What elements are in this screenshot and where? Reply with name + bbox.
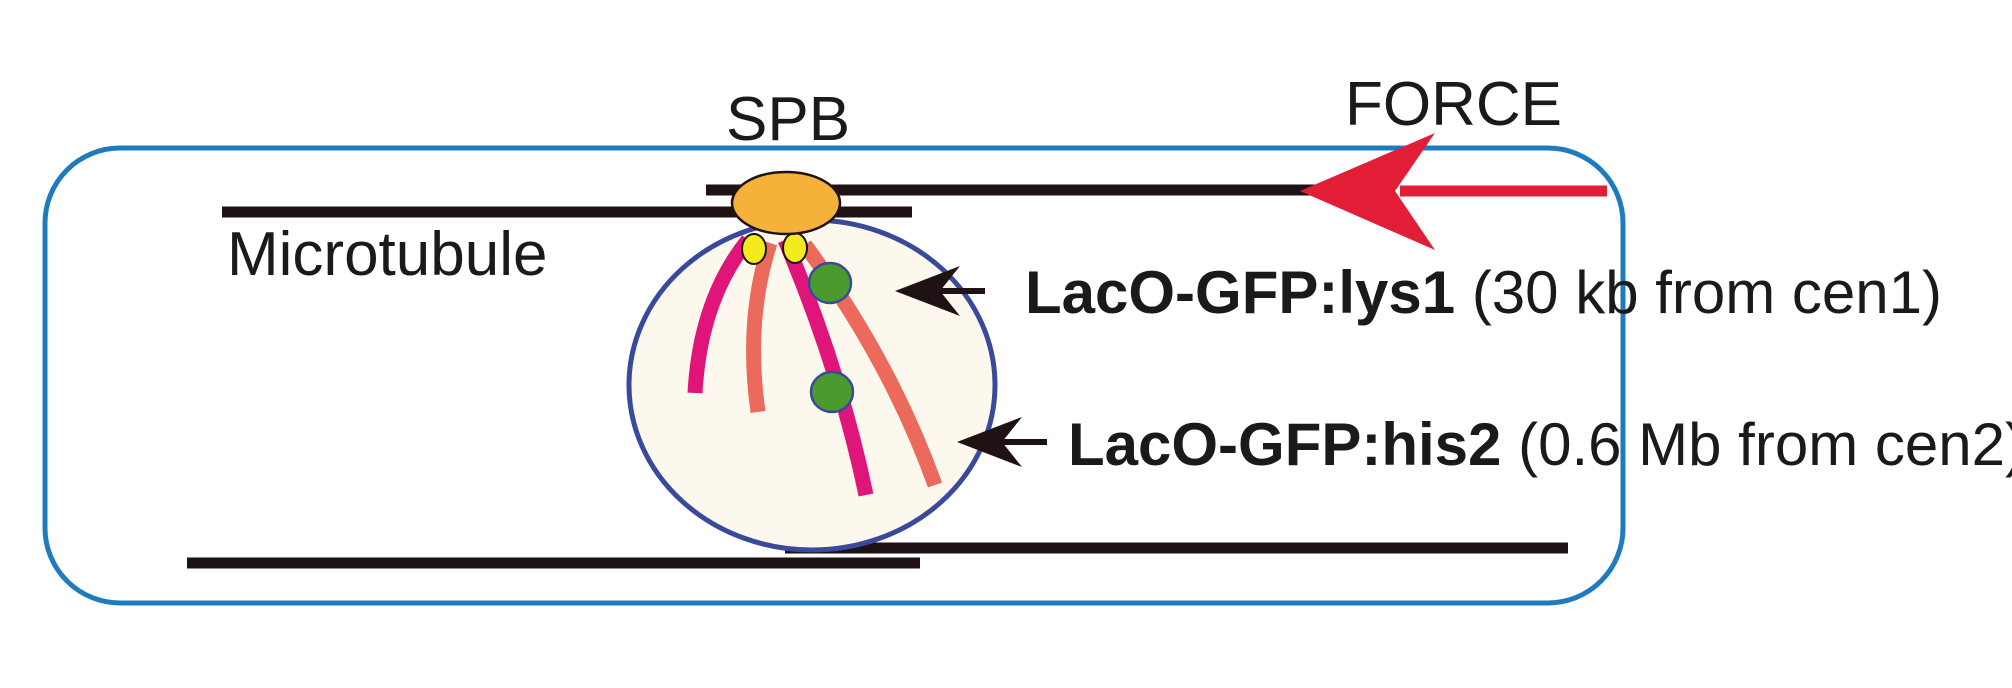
pointer-arrow-lys1 — [895, 266, 985, 316]
microtubule-label: Microtubule — [227, 220, 547, 289]
locus-name-his2: LacO-GFP:his2 — [1068, 411, 1501, 478]
locus-detail-his2: (0.6 Mb from cen2) — [1518, 411, 2012, 478]
cell-outline — [42, 145, 1626, 606]
gfp-dot-lys1 — [807, 261, 853, 305]
kinetochore-left — [741, 233, 767, 265]
locus-label-lys1: LacO-GFP:lys1 (30 kb from cen1) — [1025, 259, 1942, 326]
pointer-arrow-his2 — [957, 417, 1047, 467]
spindle-pole-body — [730, 170, 842, 236]
chromosome-magenta-right — [778, 237, 874, 497]
spb-label: SPB — [726, 85, 850, 154]
force-arrow — [1300, 133, 1607, 250]
locus-name-lys1: LacO-GFP:lys1 — [1025, 259, 1455, 326]
locus-label-his2: LacO-GFP:his2 (0.6 Mb from cen2) — [1068, 411, 2012, 478]
kinetochore-right — [782, 232, 808, 264]
force-label: FORCE — [1345, 70, 1562, 139]
locus-detail-lys1: (30 kb from cen1) — [1472, 259, 1942, 326]
chromosome-salmon-middle — [746, 240, 778, 414]
gfp-dot-his2 — [809, 370, 855, 414]
chromosome-magenta-left — [687, 235, 754, 394]
